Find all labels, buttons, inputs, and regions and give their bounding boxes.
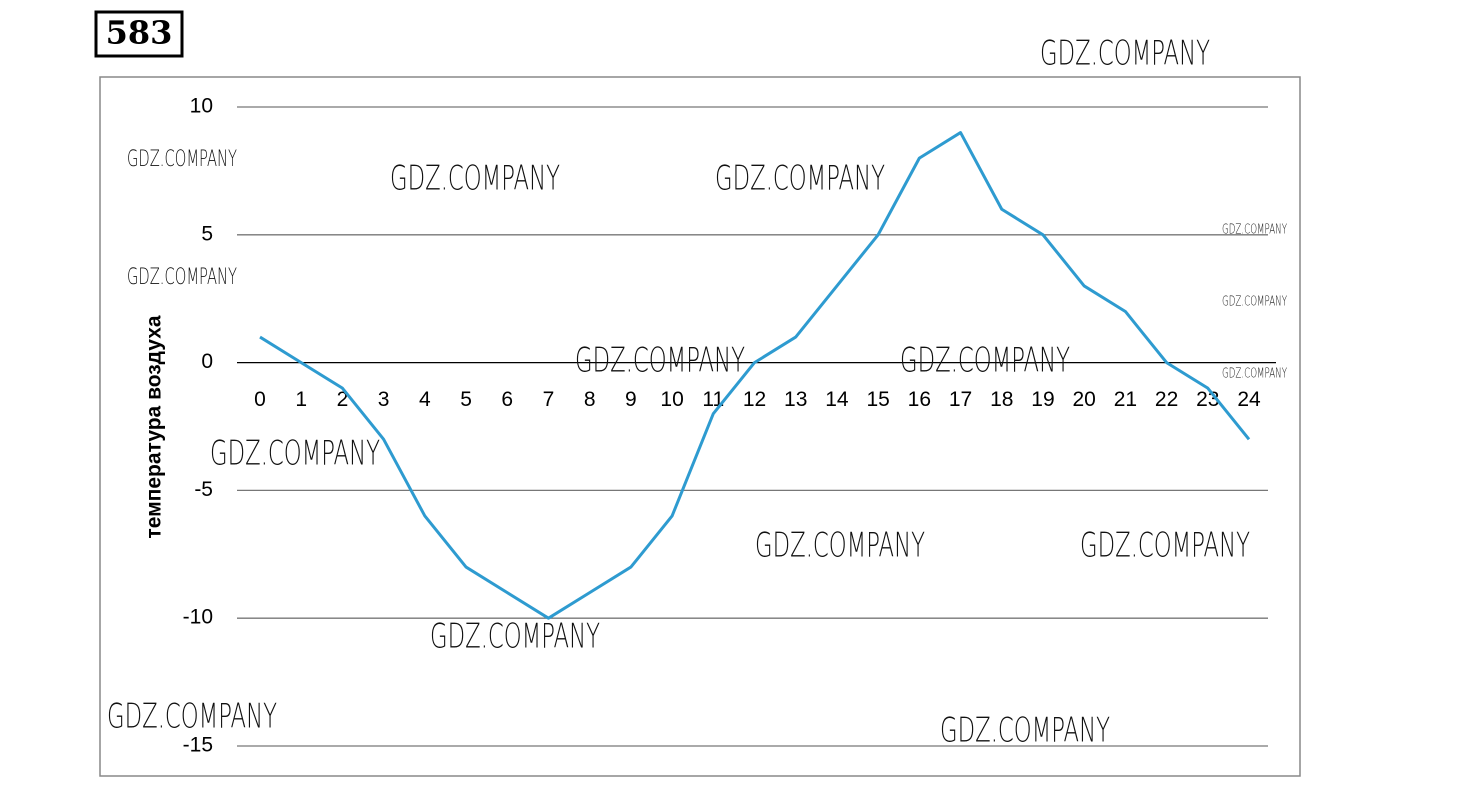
data-line — [259, 131, 1251, 620]
watermark: GDZ.COMPANY — [107, 697, 277, 737]
problem-number: 583 — [106, 14, 173, 52]
x-tick-label: 6 — [501, 388, 513, 411]
x-tick-label: 11 — [702, 388, 724, 411]
x-tick-label: 2 — [337, 388, 349, 411]
y-tick-label: 0 — [201, 350, 213, 373]
x-tick-label: 10 — [660, 388, 683, 411]
watermark: GDZ.COMPANY — [900, 341, 1070, 381]
y-tick-label: -10 — [183, 606, 213, 629]
watermark: GDZ.COMPANY — [755, 526, 925, 566]
x-tick-label: 14 — [825, 388, 849, 411]
x-tick-label: 7 — [543, 388, 555, 411]
x-tick-label: 20 — [1072, 388, 1095, 411]
watermark: GDZ.COMPANY — [1222, 295, 1287, 310]
x-tick-label: 16 — [908, 388, 931, 411]
x-tick-label: 4 — [419, 388, 431, 411]
watermark: GDZ.COMPANY — [390, 159, 560, 199]
x-tick-label: 15 — [866, 388, 889, 411]
x-tick-label: 17 — [949, 388, 972, 411]
x-tick-label: 22 — [1155, 388, 1178, 411]
watermark: GDZ.COMPANY — [1222, 367, 1287, 382]
watermark: GDZ.COMPANY — [1040, 34, 1210, 74]
watermark: GDZ.COMPANY — [210, 434, 380, 474]
watermark: GDZ.COMPANY — [940, 711, 1110, 751]
x-tick-label: 12 — [743, 388, 766, 411]
x-tick-label: 21 — [1114, 388, 1137, 411]
y-tick-label: -5 — [194, 478, 213, 501]
x-tick-label: 9 — [625, 388, 637, 411]
x-tick-label: 18 — [990, 388, 1013, 411]
x-tick-label: 13 — [784, 388, 807, 411]
x-tick-label: 24 — [1237, 388, 1261, 411]
x-tick-label: 8 — [584, 388, 596, 411]
problem-box — [94, 10, 184, 58]
watermark: GDZ.COMPANY — [430, 617, 600, 657]
y-tick-label: -15 — [183, 734, 213, 757]
x-tick-label: 3 — [378, 388, 390, 411]
x-tick-label: 5 — [460, 388, 472, 411]
watermark: GDZ.COMPANY — [1222, 223, 1287, 238]
chart-frame — [99, 76, 1301, 777]
watermark: GDZ.COMPANY — [715, 159, 885, 199]
y-tick-label: 10 — [190, 95, 213, 118]
y-tick-label: 5 — [201, 222, 213, 245]
x-tick-label: 19 — [1031, 388, 1054, 411]
x-tick-label: 0 — [254, 388, 266, 411]
x-tick-label: 1 — [295, 388, 307, 411]
watermark: GDZ.COMPANY — [575, 341, 745, 381]
watermark: GDZ.COMPANY — [1080, 526, 1250, 566]
watermark: GDZ.COMPANY — [127, 265, 237, 290]
y-axis-title: температура воздуха — [143, 315, 166, 538]
watermark: GDZ.COMPANY — [127, 147, 237, 172]
